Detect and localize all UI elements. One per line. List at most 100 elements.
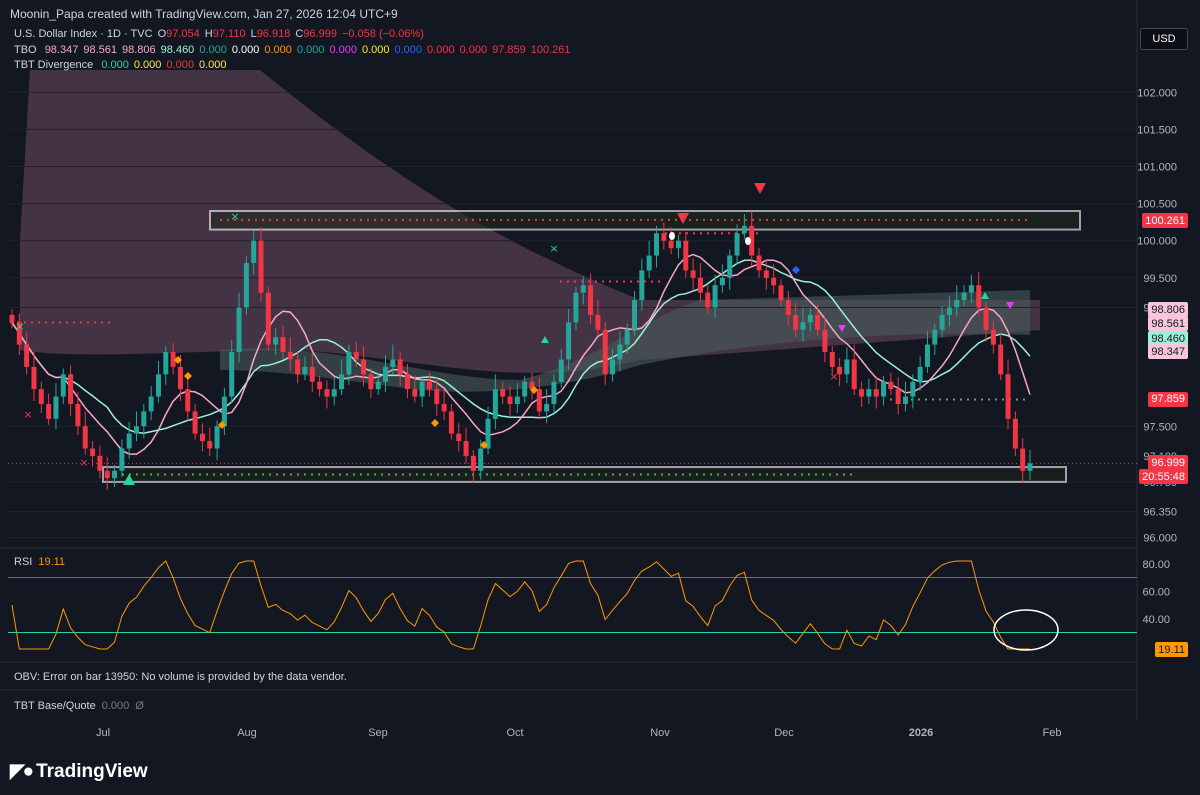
rsi-line: [11, 560, 1030, 650]
candle-body: [258, 240, 264, 293]
tbo-legend[interactable]: TBO 98.347 98.561 98.806 98.460 0.000 0.000 0.…: [14, 44, 576, 56]
price-tick-label: 97.500: [1143, 421, 1177, 433]
candle-body: [610, 359, 616, 375]
candle-body: [624, 329, 630, 345]
rsi-legend[interactable]: RSI 19.11: [14, 556, 65, 568]
resistance-zone: [209, 210, 1081, 231]
zones: [8, 210, 1137, 483]
candle-body: [302, 366, 308, 375]
tbo-name: TBO: [14, 44, 37, 56]
candle-body: [815, 314, 821, 330]
high-value: 97.110: [212, 28, 246, 40]
candle-body: [851, 359, 857, 390]
candle-body: [668, 240, 674, 249]
price-tick-label: 100.000: [1137, 236, 1177, 248]
candle-body: [273, 337, 279, 345]
signal-markers: × × × × × ×: [15, 183, 1014, 485]
candle-body: [16, 322, 22, 345]
candle-body: [551, 381, 557, 404]
candle-body: [448, 411, 454, 434]
candle-body: [9, 314, 15, 323]
price-label-box: 96.999: [1148, 455, 1188, 471]
candle-body: [661, 233, 667, 241]
diamond-marker: [174, 356, 182, 364]
candle-body: [917, 366, 923, 382]
candle-body: [463, 441, 469, 456]
cross-marker: ×: [23, 408, 32, 421]
candle-body: [653, 233, 659, 256]
tradingview-logo[interactable]: ◤● TradingView: [10, 760, 148, 783]
symbol-legend[interactable]: U.S. Dollar Index · 1D · TVC O97.054 H97.1…: [14, 28, 429, 40]
candle-body: [404, 374, 410, 390]
cross-marker: ×: [79, 456, 88, 469]
candle-body: [441, 403, 447, 412]
tbo-value: 0.000: [361, 44, 390, 56]
candle-body: [163, 352, 169, 375]
price-tick-label: 96.000: [1143, 533, 1177, 545]
candle-body: [741, 225, 747, 234]
candle-body: [243, 262, 249, 308]
candle-body: [295, 359, 301, 375]
cross-marker: ×: [549, 242, 558, 255]
candle-body: [902, 396, 908, 404]
candle-body: [46, 403, 52, 419]
diamond-marker: [480, 441, 488, 449]
tbt-divergence-legend[interactable]: TBT Divergence 0.000 0.000 0.000 0.000: [14, 59, 231, 71]
candle-body: [104, 470, 110, 479]
candle-body: [514, 396, 520, 404]
candle-body: [859, 389, 865, 397]
tbo-value: 0.000: [231, 44, 260, 56]
time-axis-label: Sep: [368, 727, 388, 739]
rsi-tick-label: 80.00: [1142, 559, 1170, 571]
tbo-value: 97.859: [492, 44, 526, 56]
tbo-cloud-band: [20, 70, 1040, 373]
rsi-highlight-circle: [993, 609, 1059, 651]
candle-body: [426, 381, 432, 390]
candle-body: [837, 366, 843, 375]
candle-body: [470, 455, 476, 471]
candle-body: [236, 307, 242, 353]
white-dot-marker: [745, 237, 751, 245]
small-signal-marker: [541, 336, 549, 343]
diamond-marker: [792, 266, 800, 274]
candle-body: [1012, 418, 1018, 449]
tbo-value: 0.000: [296, 44, 325, 56]
candle-body: [822, 329, 828, 353]
candle-body: [749, 225, 755, 256]
candle-body: [932, 329, 938, 345]
candle-body: [771, 277, 777, 286]
price-label-box: 97.859: [1148, 391, 1188, 407]
diamond-marker: [218, 421, 226, 429]
time-axis: Jul Aug Sep Oct Nov Dec 2026 Feb: [96, 727, 1062, 739]
candle-body: [719, 277, 725, 286]
candles: [9, 211, 1033, 491]
tbo-value: 98.561: [83, 44, 117, 56]
candle-body: [1020, 448, 1026, 471]
candle-body: [939, 314, 945, 330]
candle-body: [456, 433, 462, 442]
sell-signal-marker: [677, 213, 689, 224]
candle-body: [31, 366, 37, 390]
tbt-divergence-value: 0.000: [101, 59, 129, 71]
candle-body: [207, 441, 213, 449]
sell-signal-marker: [754, 183, 766, 194]
candle-body: [617, 344, 623, 360]
diamond-marker: [530, 386, 538, 394]
candle-body: [881, 381, 887, 397]
candle-body: [361, 359, 367, 375]
tradingview-logo-icon: ◤●: [10, 761, 34, 782]
cross-marker: ×: [829, 370, 838, 383]
tbo-value: 0.000: [394, 44, 423, 56]
candle-body: [397, 359, 403, 375]
candle-body: [485, 418, 491, 449]
tbo-value: 0.000: [427, 44, 455, 56]
candle-body: [793, 314, 799, 330]
tbt-base-quote-legend[interactable]: TBT Base/Quote 0.000 Ø: [14, 700, 144, 712]
candle-body: [148, 396, 154, 412]
tbo-value: 98.806: [122, 44, 156, 56]
candle-body: [309, 366, 315, 382]
candle-body: [522, 381, 528, 397]
currency-button[interactable]: USD: [1140, 28, 1188, 50]
candle-body: [353, 352, 359, 360]
